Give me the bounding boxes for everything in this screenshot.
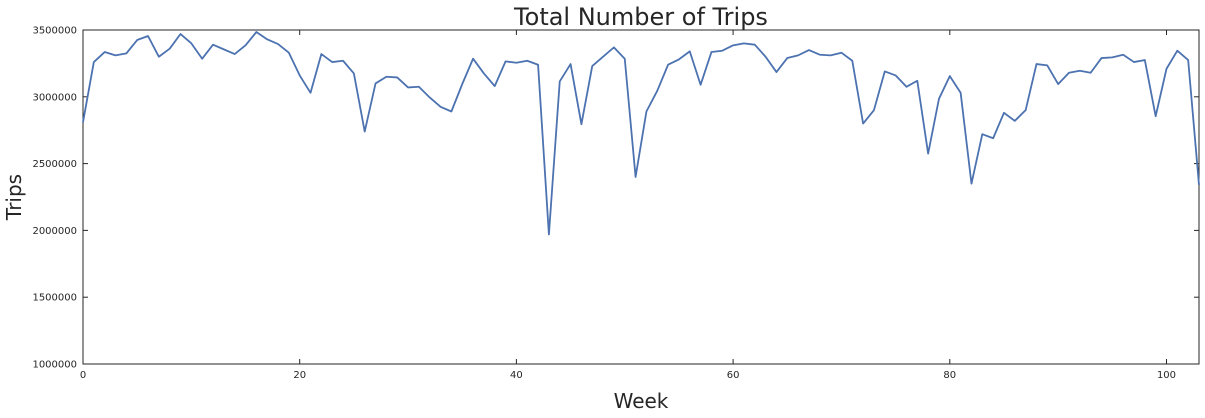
x-tick-label: 20 bbox=[293, 370, 306, 381]
y-axis-ticks: 1000000 1500000 2000000 2500000 3000000 35000… bbox=[32, 26, 1199, 371]
y-tick-label: 3000000 bbox=[32, 92, 77, 103]
plot-frame bbox=[82, 29, 1200, 365]
series-line-0 bbox=[82, 31, 1200, 236]
x-tick-label: 100 bbox=[1157, 370, 1176, 381]
x-tick-label: 40 bbox=[510, 370, 523, 381]
y-tick-label: 1500000 bbox=[32, 293, 77, 304]
y-tick-label: 2500000 bbox=[32, 159, 77, 170]
chart-title: Total Number of Trips bbox=[513, 3, 768, 31]
y-axis-title: Trips bbox=[2, 174, 26, 221]
y-tick-label: 1000000 bbox=[32, 360, 77, 371]
x-axis-ticks: 0 20 40 60 80 100 bbox=[80, 30, 1176, 381]
x-axis-title: Week bbox=[614, 389, 669, 413]
y-tick-label: 2000000 bbox=[32, 226, 77, 237]
x-tick-label: 0 bbox=[80, 370, 86, 381]
series-layer bbox=[82, 31, 1200, 236]
plot-border bbox=[82, 29, 1200, 365]
y-tick-label: 3500000 bbox=[32, 26, 77, 37]
x-tick-label: 60 bbox=[727, 370, 740, 381]
x-tick-label: 80 bbox=[943, 370, 956, 381]
